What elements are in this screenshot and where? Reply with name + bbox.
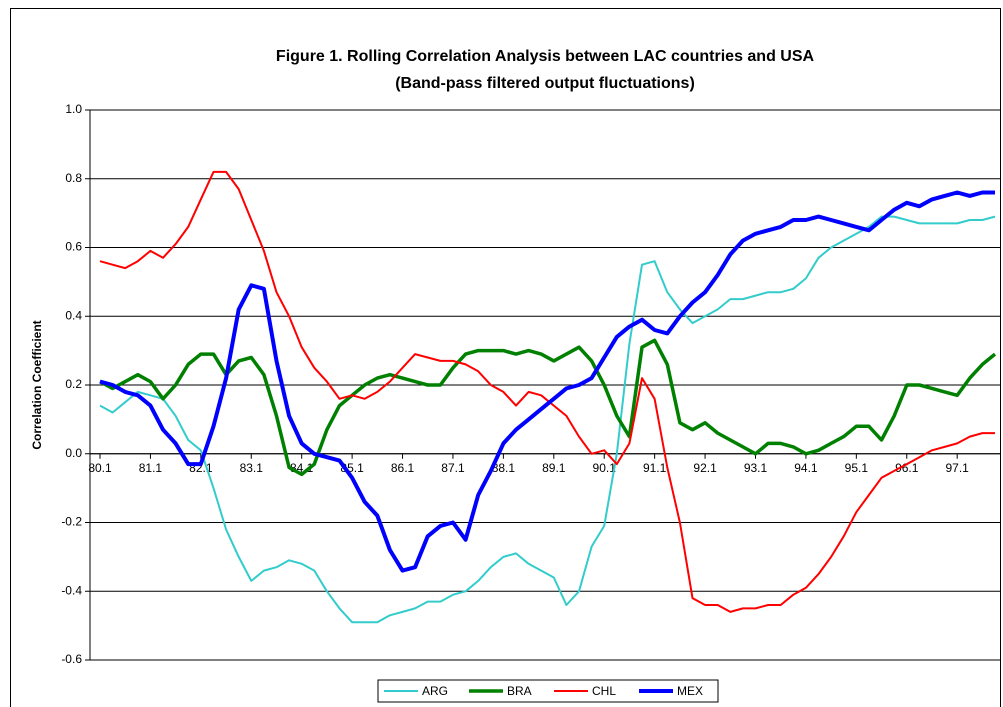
line-series (99, 215, 996, 624)
x-tick-label: 93.1 (744, 461, 768, 475)
y-tick-label: 0.0 (65, 446, 82, 460)
x-tick-label: 89.1 (542, 461, 566, 475)
chart-subtitle: (Band-pass filtered output fluctuations) (395, 75, 695, 92)
x-tick-label: 83.1 (240, 461, 264, 475)
line-series (99, 190, 995, 573)
y-tick-label: 0.8 (65, 171, 82, 185)
x-tick-label: 96.1 (895, 461, 919, 475)
legend-box (377, 679, 719, 703)
legend-label: ARG (422, 684, 448, 698)
x-tick-label: 87.1 (441, 461, 465, 475)
x-tick-label: 81.1 (139, 461, 163, 475)
chart-title: Figure 1. Rolling Correlation Analysis b… (276, 48, 815, 65)
x-tick-label: 90.1 (593, 461, 617, 475)
x-tick-label: 91.1 (643, 461, 667, 475)
y-tick-label: 0.6 (65, 240, 82, 254)
legend-label: BRA (507, 684, 532, 698)
y-tick-label: -0.4 (61, 583, 82, 597)
x-tick-label: 94.1 (794, 461, 818, 475)
line-series (99, 170, 995, 613)
y-tick-label: -0.6 (61, 652, 82, 666)
y-tick-label: -0.2 (61, 515, 82, 529)
x-tick-label: 88.1 (492, 461, 516, 475)
x-tick-label: 97.1 (946, 461, 970, 475)
x-tick-label: 80.1 (88, 461, 112, 475)
y-tick-label: 0.2 (65, 377, 82, 391)
legend-label: MEX (677, 684, 703, 698)
x-tick-label: 95.1 (845, 461, 869, 475)
y-axis-label: Correlation Coefficient (30, 320, 44, 449)
y-tick-label: 0.4 (65, 308, 82, 322)
legend-label: CHL (592, 684, 616, 698)
x-tick-label: 86.1 (391, 461, 415, 475)
y-tick-label: 1.0 (65, 102, 82, 116)
line-series (99, 338, 997, 477)
x-tick-label: 92.1 (693, 461, 717, 475)
